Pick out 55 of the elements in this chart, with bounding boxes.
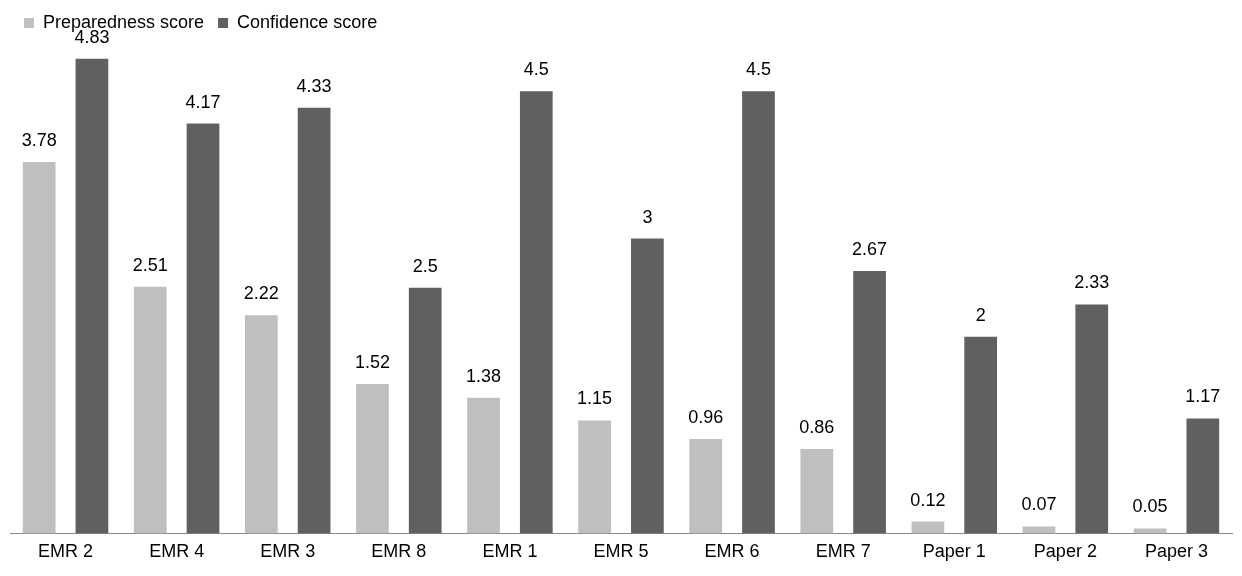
x-tick-label: EMR 4 (149, 541, 205, 562)
bar (742, 91, 775, 534)
bar (1133, 528, 1167, 534)
data-label: 4.33 (296, 75, 332, 96)
data-label: 0.96 (688, 407, 724, 428)
bar (578, 420, 611, 534)
data-label: 4.17 (185, 91, 221, 112)
bar (244, 315, 278, 534)
bar (408, 287, 442, 534)
data-label: 2 (975, 304, 986, 325)
bar (519, 91, 553, 534)
data-label: 0.12 (910, 489, 946, 510)
x-tick-label: EMR 3 (260, 541, 316, 562)
bar (689, 439, 723, 534)
data-label: 2.5 (412, 255, 438, 276)
bar (133, 286, 167, 534)
data-label: 3.78 (21, 129, 57, 150)
bar (964, 336, 998, 534)
bar (800, 448, 834, 534)
bar (75, 58, 109, 534)
bar (631, 238, 664, 534)
data-label: 1.38 (466, 365, 502, 386)
data-label: 2.33 (1074, 272, 1110, 293)
data-label: 2.67 (852, 238, 888, 259)
data-label: 0.07 (1021, 494, 1057, 515)
data-label: 1.15 (577, 388, 613, 409)
x-tick-label: EMR 6 (704, 541, 760, 562)
x-tick-label: EMR 1 (482, 541, 538, 562)
bar (1075, 304, 1109, 534)
legend-label: Preparedness score (43, 11, 205, 32)
data-label: 3 (642, 206, 653, 227)
bar (186, 123, 220, 534)
data-label: 1.17 (1185, 386, 1221, 407)
bar (911, 521, 945, 534)
data-label: 4.5 (523, 59, 549, 80)
bar (22, 161, 56, 534)
data-label: 2.51 (132, 254, 168, 275)
bar (467, 397, 500, 534)
data-label: 0.86 (799, 416, 835, 437)
data-label: 2.22 (243, 283, 279, 304)
data-label: 1.52 (354, 351, 390, 372)
data-label: 4.5 (745, 59, 771, 80)
data-label: 0.05 (1132, 496, 1168, 517)
x-tick-label: Paper 1 (922, 541, 986, 562)
x-tick-label: Paper 2 (1033, 541, 1097, 562)
legend-label: Confidence score (237, 11, 378, 32)
bar (297, 107, 331, 534)
x-tick-label: Paper 3 (1144, 541, 1208, 562)
bar (853, 270, 886, 534)
x-tick-label: EMR 7 (815, 541, 871, 562)
x-tick-label: EMR 5 (593, 541, 649, 562)
x-tick-label: EMR 2 (38, 541, 94, 562)
bar (356, 384, 389, 534)
bar (1186, 418, 1220, 534)
x-tick-label: EMR 8 (371, 541, 427, 562)
